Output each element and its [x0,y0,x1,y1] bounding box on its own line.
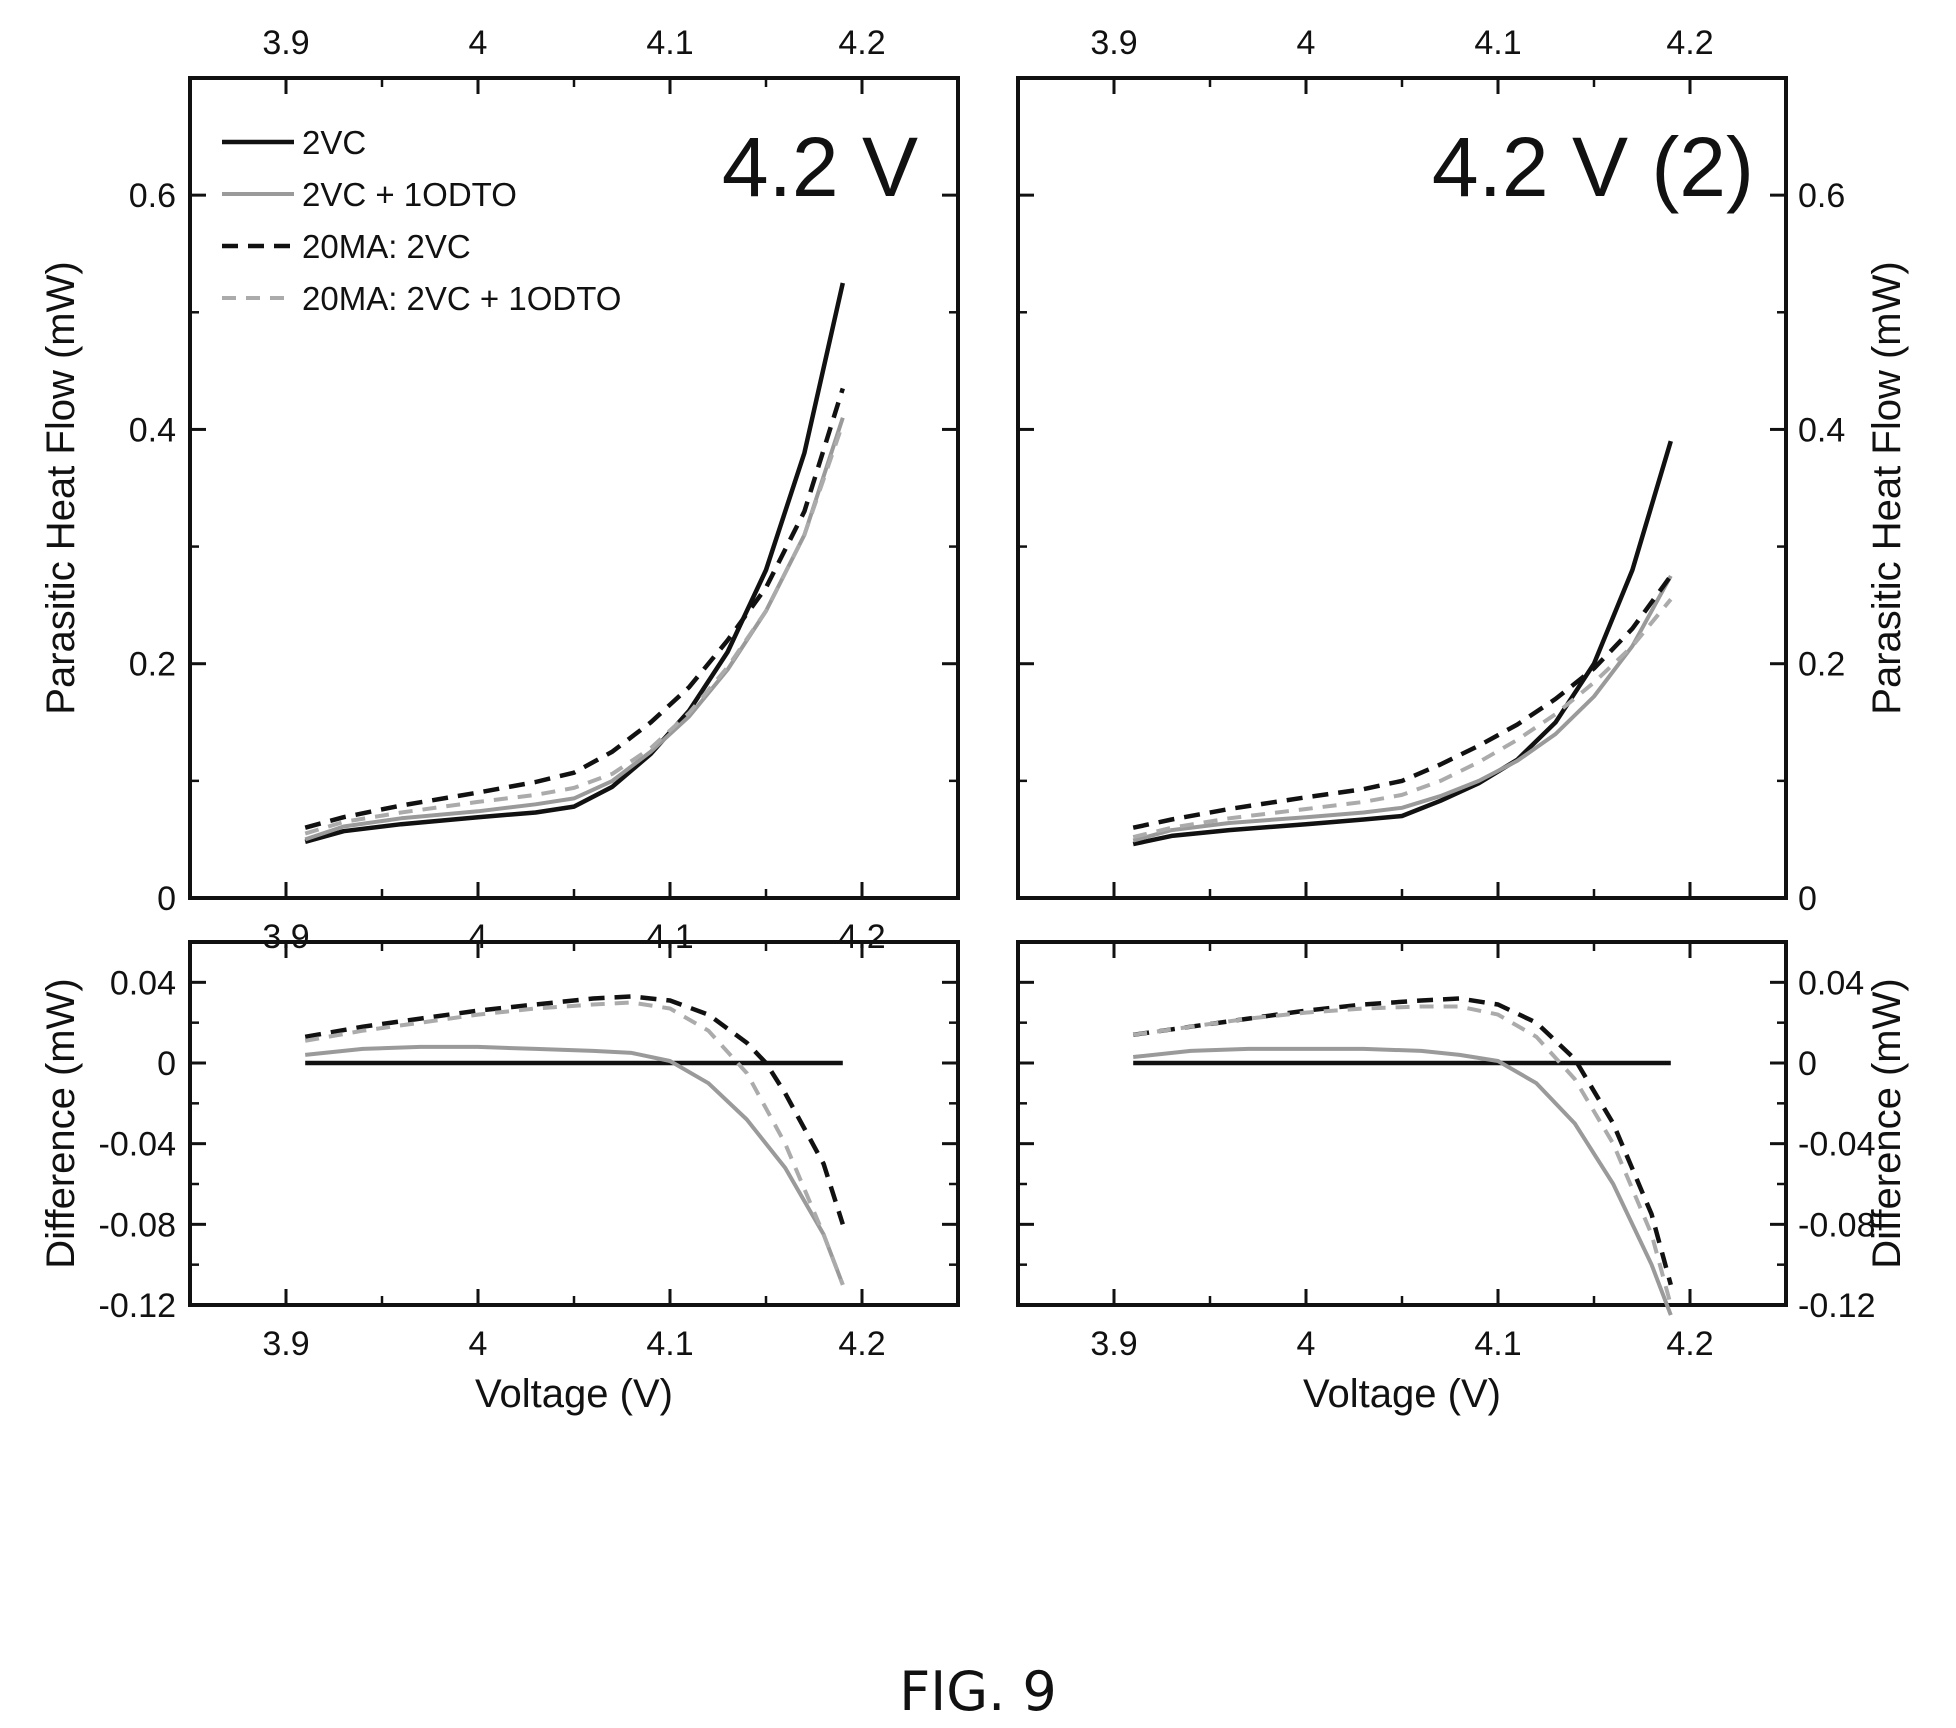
series-line-2vc-1odto [304,417,845,842]
y-tick-label: 0.6 [129,177,176,215]
x-tick-label: 4 [469,1325,488,1363]
y-tick-label: 0.2 [1798,646,1845,684]
legend-label: 2VC + 1ODTO [302,176,517,213]
x-tick-label: 4.2 [1666,1325,1713,1363]
x-axis-title: Voltage (V) [1303,1372,1501,1416]
y-axis-title: Parasitic Heat Flow (mW) [39,261,83,714]
legend-label: 20MA: 2VC + 1ODTO [302,280,621,317]
y-axis-title: Difference (mW) [1865,978,1909,1268]
legend: 2VC 2VC + 1ODTO 20MA: 2VC 20MA: 2VC + 1ODTO [222,124,621,317]
x-top-tick-label: 4.1 [646,24,693,62]
series-line-20ma-2vc-1odto [304,422,845,836]
x-tick-label: 4.2 [838,1325,885,1363]
x-top-tick-label: 3.9 [262,24,309,62]
x-top-tick-label: 4.2 [838,24,885,62]
y-tick-label: 0.04 [110,964,176,1002]
x-axis-title: Voltage (V) [475,1372,673,1416]
x-top-tick-label: 4 [1297,24,1316,62]
x-tick-label: 4 [469,918,488,956]
y-tick-label: 0.4 [1798,411,1845,449]
series-line-2vc [304,282,845,844]
y-axis-title: Parasitic Heat Flow (mW) [1865,261,1909,714]
series-line-20ma-2vc [1132,996,1673,1286]
y-tick-label: -0.12 [99,1287,177,1325]
series-line-20ma-2vc [1132,574,1673,830]
x-tick-label: 4.1 [646,1325,693,1363]
series-line-20ma-2vc-1odto [304,1000,845,1286]
panel-title: 4.2 V [722,120,918,214]
series-line-2vc-1odto [1132,1046,1673,1316]
series-line-20ma-2vc-1odto [1132,598,1673,840]
y-tick-label: 0.6 [1798,177,1845,215]
panel-left-bottom: 3.9 4 4.1 4.2 0.04 0 -0.04 -0.08 -0.12 Difference… [39,940,960,1416]
plot-frame [1016,940,1788,1307]
series-line-2vc-1odto [1132,574,1673,843]
y-tick-label: 0.2 [129,646,176,684]
x-tick-label: 3.9 [1090,1325,1137,1363]
y-tick-label: -0.04 [99,1126,177,1164]
y-axis-title: Difference (mW) [39,978,83,1268]
y-tick-label: -0.08 [1798,1206,1876,1244]
series-line-20ma-2vc [304,994,845,1225]
x-top-tick-label: 3.9 [1090,24,1137,62]
chart-panels: 3.9 4 4.1 4.2 3.9 4 4.1 4.2 0 0.2 0.4 0.6 Parasitic … [39,24,1909,1416]
x-tick-label: 3.9 [262,1325,309,1363]
y-tick-label: 0 [1798,880,1817,918]
x-top-tick-label: 4.1 [1474,24,1521,62]
y-tick-label: 0 [1798,1045,1817,1083]
legend-label: 2VC [302,124,366,161]
panel-title: 4.2 V (2) [1432,120,1754,214]
y-tick-label: -0.12 [1798,1287,1876,1325]
x-top-tick-label: 4 [469,24,488,62]
x-top-tick-label: 4.2 [1666,24,1713,62]
y-tick-label: -0.08 [99,1206,177,1244]
x-tick-label: 4 [1297,1325,1316,1363]
legend-label: 20MA: 2VC [302,228,471,265]
plot-frame [188,940,960,1307]
panel-left-top: 3.9 4 4.1 4.23.9 4 4.1 4.200.20.40.6Parasitic … [39,24,960,956]
y-tick-label: 0.04 [1798,964,1864,1002]
series-line-20ma-2vc [304,387,845,830]
y-tick-label: -0.04 [1798,1126,1876,1164]
figure-caption: FIG. 9 [899,1660,1057,1723]
y-tick-label: 0.4 [129,411,176,449]
y-tick-label: 0 [157,1045,176,1083]
series-line-2vc [1132,440,1673,847]
panel-right-top: 3.9 4 4.1 4.2 0 0.2 0.4 0.6 Parasitic Heat Flow … [1016,24,1909,918]
y-tick-label: 0 [157,880,176,918]
panel-right-bottom: 3.9 4 4.1 4.2 0.04 0 -0.04 -0.08 -0.12 Difference… [1016,940,1909,1416]
series-line-2vc-1odto [304,1044,845,1286]
x-tick-label: 4.1 [1474,1325,1521,1363]
